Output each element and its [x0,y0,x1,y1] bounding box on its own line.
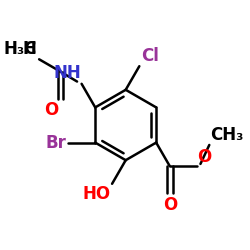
Text: O: O [198,148,212,166]
Text: NH: NH [54,64,82,82]
Text: Br: Br [46,134,67,152]
Text: H: H [23,40,37,58]
Text: HO: HO [83,185,111,203]
Text: Cl: Cl [142,47,160,65]
Text: H₃C: H₃C [4,40,37,58]
Text: O: O [44,101,58,119]
Text: CH₃: CH₃ [210,126,244,144]
Text: O: O [163,196,177,214]
